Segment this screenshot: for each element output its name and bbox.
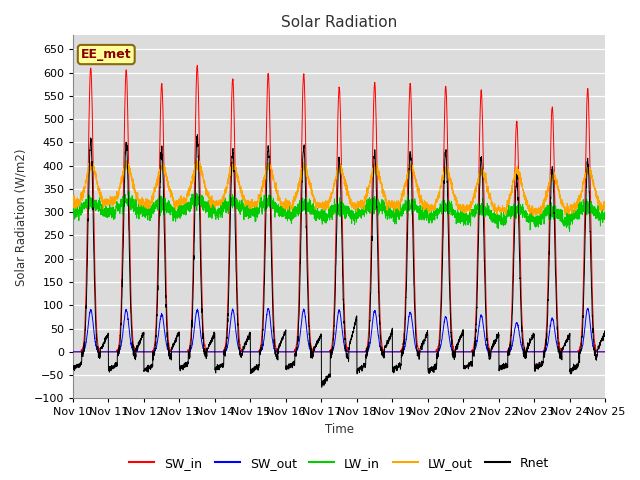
Title: Solar Radiation: Solar Radiation xyxy=(281,15,397,30)
Text: EE_met: EE_met xyxy=(81,48,132,61)
Y-axis label: Solar Radiation (W/m2): Solar Radiation (W/m2) xyxy=(15,148,28,286)
Legend: SW_in, SW_out, LW_in, LW_out, Rnet: SW_in, SW_out, LW_in, LW_out, Rnet xyxy=(124,452,554,475)
X-axis label: Time: Time xyxy=(324,423,354,436)
